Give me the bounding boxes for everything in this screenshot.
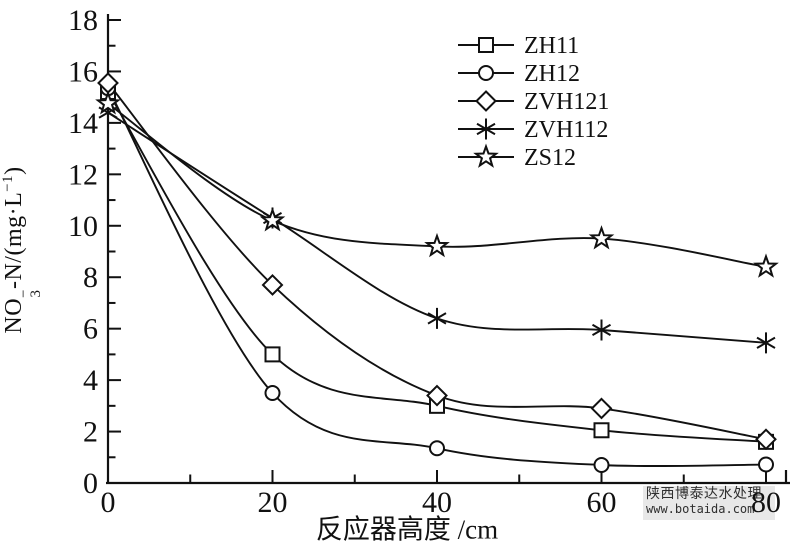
diamond-marker [426, 384, 448, 407]
watermark: 陕西博泰达水处理 www.botaida.com [643, 486, 775, 520]
x-tick-label-0: 0 [101, 486, 116, 519]
legend-item-ZVH112: ZVH112 [458, 117, 608, 143]
y-tick-label-14: 14 [68, 107, 98, 140]
legend-label-ZVH112: ZVH112 [524, 117, 608, 143]
series-markers-ZS12 [95, 90, 779, 278]
asterisk-marker [427, 307, 447, 329]
y-tick-label-10: 10 [68, 210, 98, 243]
square-marker [478, 37, 494, 53]
star-marker [95, 90, 121, 115]
series-line-ZH11 [107, 91, 767, 443]
circle-marker [758, 456, 774, 473]
circle-marker [593, 456, 610, 473]
square-marker [264, 346, 281, 363]
axes [106, 14, 790, 485]
series-line-ZH12 [107, 87, 767, 468]
series-markers-ZVH112 [98, 102, 776, 354]
legend-item-ZVH121: ZVH121 [458, 89, 609, 115]
star-marker [588, 225, 615, 250]
star-marker [753, 253, 779, 278]
y-tick-label-8: 8 [83, 261, 98, 294]
watermark-line2: www.botaida.com [646, 502, 755, 516]
square-marker [593, 422, 610, 439]
axis-ticks [107, 19, 767, 484]
y-tick-label-6: 6 [83, 313, 98, 346]
x-tick-label-20: 20 [258, 486, 288, 519]
series-markers-ZVH121 [97, 72, 777, 451]
y-tick-label-16: 16 [68, 55, 98, 88]
x-tick-label-80: 80 [751, 486, 781, 519]
legend-label-ZS12: ZS12 [524, 145, 576, 171]
diamond-marker [755, 428, 777, 451]
x-tick-label-60: 60 [587, 486, 617, 519]
circle-marker [429, 440, 445, 457]
asterisk-marker [756, 332, 776, 354]
star-marker [424, 232, 450, 258]
x-tick-label-40: 40 [422, 486, 452, 519]
diamond-marker [590, 397, 613, 420]
circle-marker [478, 65, 494, 81]
x-tick-labels: 0 20 40 60 80 [101, 486, 782, 519]
y-axis-title-subsup: −3 [15, 289, 44, 298]
y-tick-label-2: 2 [83, 416, 98, 449]
star-marker [259, 207, 286, 232]
asterisk-marker [591, 319, 612, 341]
y-tick-label-18: 18 [68, 4, 98, 37]
y-tick-labels: 0 2 4 6 8 10 12 14 16 18 [68, 4, 98, 500]
legend-label-ZH12: ZH12 [524, 61, 580, 87]
star-marker [473, 143, 499, 168]
series-line-ZVH121 [107, 82, 767, 441]
legend-item-ZS12: ZS12 [458, 143, 576, 171]
legend-label-ZVH121: ZVH121 [524, 89, 609, 115]
y-axis-title-text: NO [0, 297, 27, 334]
y-tick-label-4: 4 [83, 364, 98, 397]
diamond-marker [261, 274, 284, 296]
y-tick-label-0: 0 [83, 467, 98, 500]
legend-item-ZH12: ZH12 [458, 61, 580, 87]
legend-item-ZH11: ZH11 [458, 33, 579, 59]
y-tick-label-12: 12 [68, 158, 98, 191]
circle-marker [264, 384, 281, 401]
x-axis-title: 反应器高度 /cm [315, 514, 499, 545]
watermark-line1: 陕西博泰达水处理 [646, 486, 762, 502]
y-axis-title: NO −3 -N/(mg·L−1) [0, 166, 44, 334]
diamond-marker [475, 90, 497, 112]
asterisk-marker [476, 118, 496, 140]
legend-label-ZH11: ZH11 [524, 33, 579, 59]
